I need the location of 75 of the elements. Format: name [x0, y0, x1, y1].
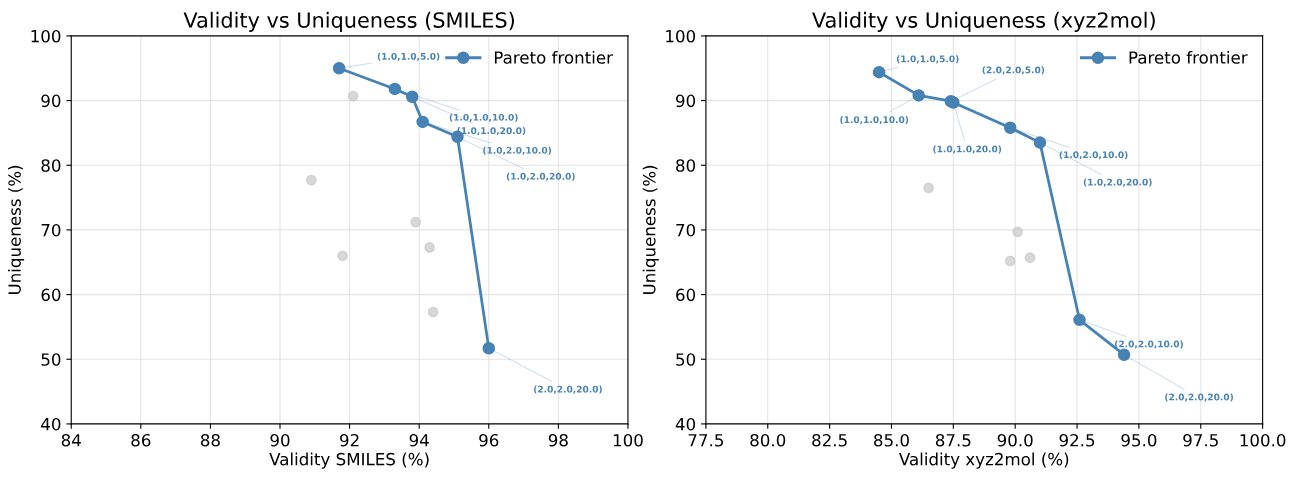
x-tick-label: 80.0: [750, 433, 786, 447]
point: [872, 65, 886, 79]
x-tick-label: 88: [200, 433, 220, 447]
annotation: (1.0,2.0,20.0): [1083, 178, 1152, 187]
point: [1004, 255, 1016, 267]
x-tick-label: 85.0: [874, 433, 909, 447]
annotation: (2.0,2.0,5.0): [982, 66, 1045, 75]
y-tick-label: 40: [675, 417, 696, 431]
y-tick-label: 100: [31, 29, 61, 43]
chart-title: Validity vs Uniqueness (xyz2mol): [812, 11, 1155, 32]
x-axis-title: Validity xyz2mol (%): [899, 452, 1069, 469]
x-tick-label: 100: [613, 433, 643, 447]
point: [305, 174, 317, 186]
annotation: (2.0,2.0,20.0): [1165, 393, 1233, 402]
annotation: (2.0,2.0,20.0): [534, 385, 602, 394]
legend-label: Pareto frontier: [1129, 50, 1248, 64]
point: [410, 216, 422, 228]
point: [1012, 226, 1024, 238]
x-tick-label: 82.5: [812, 433, 847, 447]
point: [405, 90, 419, 103]
annotation: (2.0,2.0,10.0): [1115, 340, 1183, 349]
point: [347, 90, 359, 102]
y-tick-label: 100: [666, 29, 696, 43]
x-tick-label: 77.5: [688, 434, 723, 447]
x-tick-label: 86: [131, 433, 151, 447]
y-tick-label: 60: [676, 288, 696, 302]
point: [923, 182, 934, 194]
annotation: (1.0,2.0,20.0): [506, 172, 575, 181]
x-tick-label: 97.5: [1183, 433, 1218, 447]
annotation: (1.0,1.0,5.0): [896, 55, 959, 64]
point: [427, 306, 439, 318]
annotation: (1.0,1.0,20.0): [457, 127, 526, 136]
point: [416, 115, 429, 129]
annotation: (1.0,1.0,10.0): [449, 113, 518, 122]
point: [424, 242, 435, 253]
y-tick-label: 40: [41, 417, 61, 431]
point: [912, 89, 925, 102]
y-axis-title: Uniqueness (%): [8, 165, 25, 295]
annotation: (1.0,1.0,10.0): [840, 116, 909, 125]
x-tick-label: 96: [479, 433, 499, 447]
x-tick-label: 100.0: [1240, 433, 1286, 447]
x-tick-label: 84: [61, 433, 81, 447]
x-tick-label: 98: [548, 433, 568, 447]
annotation: (1.0,1.0,5.0): [377, 52, 440, 61]
y-tick-label: 60: [41, 288, 61, 302]
annotation: (1.0,2.0,10.0): [1059, 151, 1128, 160]
annotation: (1.0,1.0,20.0): [933, 145, 1002, 154]
y-tick-label: 80: [41, 159, 61, 172]
x-tick-label: 90.0: [997, 433, 1033, 447]
point: [332, 62, 346, 75]
y-tick-label: 70: [676, 223, 696, 237]
chart-title: Validity vs Uniqueness (SMILES): [183, 11, 514, 32]
y-axis-title: Uniqueness (%): [642, 165, 659, 295]
x-tick-label: 92: [340, 433, 359, 447]
y-tick-label: 50: [676, 353, 696, 366]
legend-label: Pareto frontier: [494, 50, 613, 64]
point: [1003, 121, 1017, 134]
y-tick-label: 80: [676, 159, 696, 172]
x-tick-label: 87.5: [935, 433, 971, 447]
point: [1117, 348, 1131, 361]
x-tick-label: 92.5: [1059, 433, 1095, 447]
y-tick-label: 50: [41, 353, 61, 366]
y-tick-label: 90: [676, 94, 696, 108]
point: [388, 82, 402, 96]
y-tick-label: 70: [41, 223, 61, 237]
annotation: (1.0,2.0,10.0): [483, 146, 552, 155]
point: [1024, 252, 1036, 264]
x-tick-label: 95.0: [1121, 433, 1157, 447]
point: [482, 342, 496, 355]
point: [1073, 313, 1086, 327]
point: [337, 250, 348, 262]
x-tick-label: 90: [270, 433, 290, 447]
x-tick-label: 94: [409, 433, 429, 447]
y-tick-label: 90: [41, 94, 61, 108]
x-axis-title: Validity SMILES (%): [269, 452, 429, 469]
